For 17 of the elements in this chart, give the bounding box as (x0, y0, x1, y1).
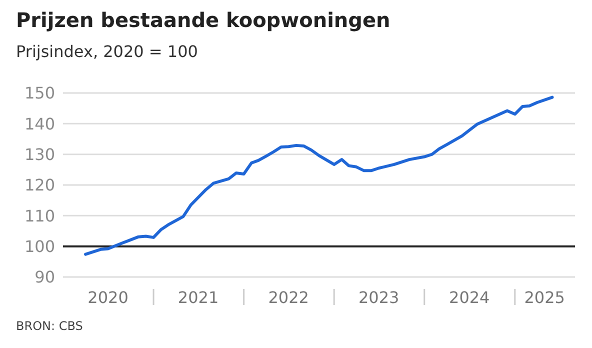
y-tick-label: 140 (24, 114, 55, 134)
y-tick-label: 100 (24, 236, 55, 256)
y-tick-label: 90 (34, 268, 55, 287)
x-tick-label: 2025 (524, 288, 565, 307)
line-series (84, 96, 554, 256)
y-tick-label: 110 (24, 206, 55, 226)
x-tick-label: 2024 (449, 288, 490, 307)
text: BRON: CBS (16, 319, 83, 333)
y-tick-label: 150 (24, 84, 55, 103)
x-tick-label: 2022 (268, 288, 309, 307)
chart-title: Prijzen bestaande koopwoningen (16, 8, 390, 32)
x-tick-label: 2021 (178, 288, 219, 307)
x-tick-label: 2023 (358, 288, 400, 307)
y-tick-label: 130 (24, 144, 55, 164)
x-tick-label: 2020 (88, 288, 128, 307)
chart-subtitle: Prijsindex, 2020 = 100 (16, 42, 198, 61)
y-tick-label: 120 (24, 176, 55, 195)
